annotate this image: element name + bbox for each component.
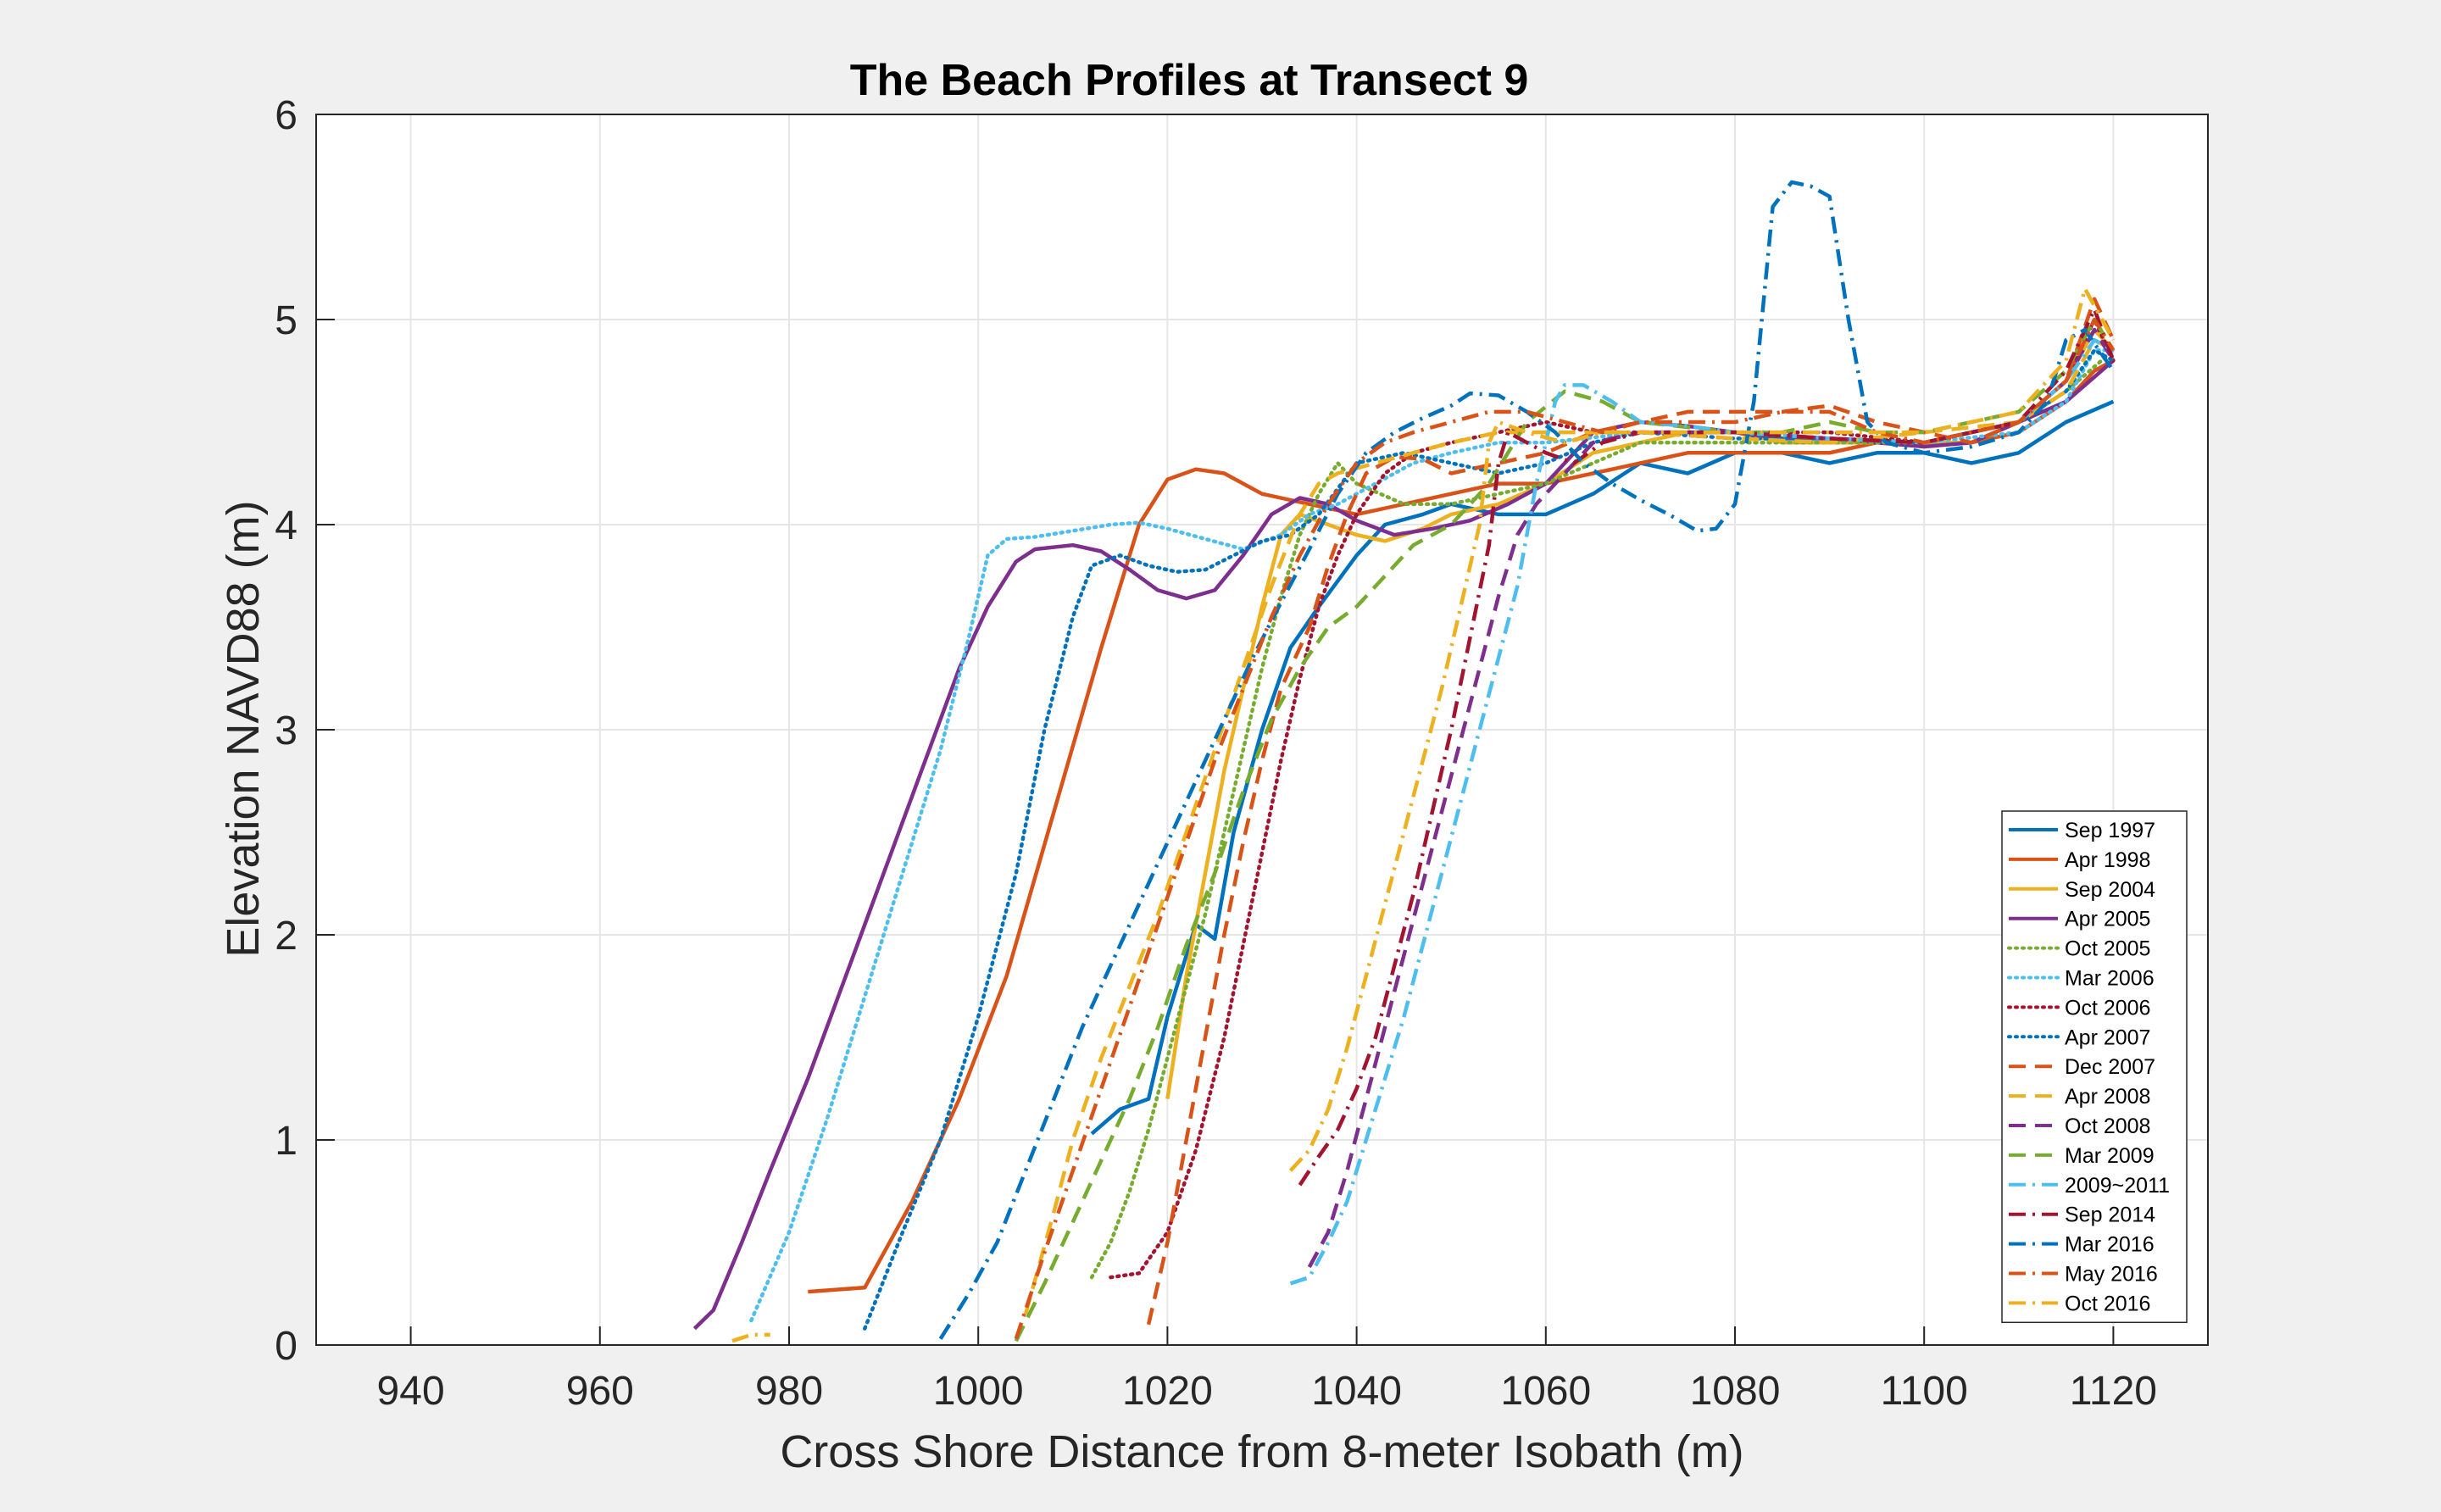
series-line-sep-2004: [1165, 327, 2116, 1099]
x-tick-label: 1060: [1500, 1369, 1591, 1414]
x-tick-label: 1000: [933, 1369, 1024, 1414]
legend-label: Apr 1998: [2065, 848, 2150, 872]
series-line-dec-2007: [1146, 297, 2116, 1326]
legend-label: Apr 2007: [2065, 1026, 2150, 1049]
y-tick-label: 1: [275, 1119, 297, 1164]
x-tick-label: 1120: [2070, 1369, 2157, 1414]
legend-label: Dec 2007: [2065, 1055, 2155, 1079]
legend-label: Sep 1997: [2065, 819, 2155, 842]
legend-label: Oct 2008: [2065, 1115, 2150, 1138]
y-tick-label: 3: [275, 709, 297, 753]
y-tick-label: 0: [275, 1324, 297, 1369]
legend-label: Mar 2009: [2065, 1144, 2155, 1168]
series-line-may-2016: [1014, 317, 2116, 1340]
x-axis-label: Cross Shore Distance from 8-meter Isobat…: [780, 1426, 1743, 1477]
legend-label: Oct 2016: [2065, 1292, 2150, 1315]
x-tick-label: 1020: [1122, 1369, 1213, 1414]
ticks: 940 960 980 1000 1020 1040 1060 1080 1100 1120 0 1 2…: [275, 93, 2157, 1414]
legend-label: Mar 2016: [2065, 1233, 2155, 1257]
legend-label: Sep 2004: [2065, 878, 2155, 902]
x-tick-label: 1080: [1690, 1369, 1781, 1414]
chart-title: The Beach Profiles at Transect 9: [850, 56, 1529, 105]
x-tick-label: 980: [755, 1369, 823, 1414]
x-tick-label: 1100: [1881, 1369, 1968, 1414]
legend-label: Sep 2014: [2065, 1203, 2155, 1227]
series-line-sep-2014: [1298, 307, 2116, 1187]
series-layer: [692, 180, 2116, 1343]
legend: Sep 1997 Apr 1998 Sep 2004 Apr 2005 Oct 2005…: [2001, 810, 2188, 1324]
x-tick-label: 1040: [1311, 1369, 1402, 1414]
series-line-oct-2016: [731, 1332, 770, 1343]
x-tick-label: 940: [377, 1369, 445, 1414]
series-line-mar-2016: [938, 180, 2116, 1340]
legend-box: [2001, 810, 2188, 1324]
legend-label: Oct 2005: [2065, 937, 2150, 961]
series-line-2009-2011: [1289, 337, 2115, 1286]
y-tick-label: 2: [275, 914, 297, 959]
y-axis-label: Elevation NAVD88 (m): [218, 500, 269, 957]
x-tick-label: 960: [566, 1369, 634, 1414]
legend-label: Apr 2005: [2065, 908, 2150, 931]
legend-label: 2009~2011: [2065, 1174, 2170, 1198]
legend-label: May 2016: [2065, 1263, 2158, 1287]
legend-label: Mar 2006: [2065, 967, 2155, 991]
y-tick-label: 5: [275, 298, 297, 343]
series-line-oct-2006: [1109, 317, 2116, 1280]
y-tick-label: 6: [275, 93, 297, 138]
legend-label: Oct 2006: [2065, 996, 2150, 1020]
series-line: [1288, 286, 2116, 1172]
y-tick-label: 4: [275, 503, 297, 548]
legend-label: Apr 2008: [2065, 1085, 2150, 1109]
